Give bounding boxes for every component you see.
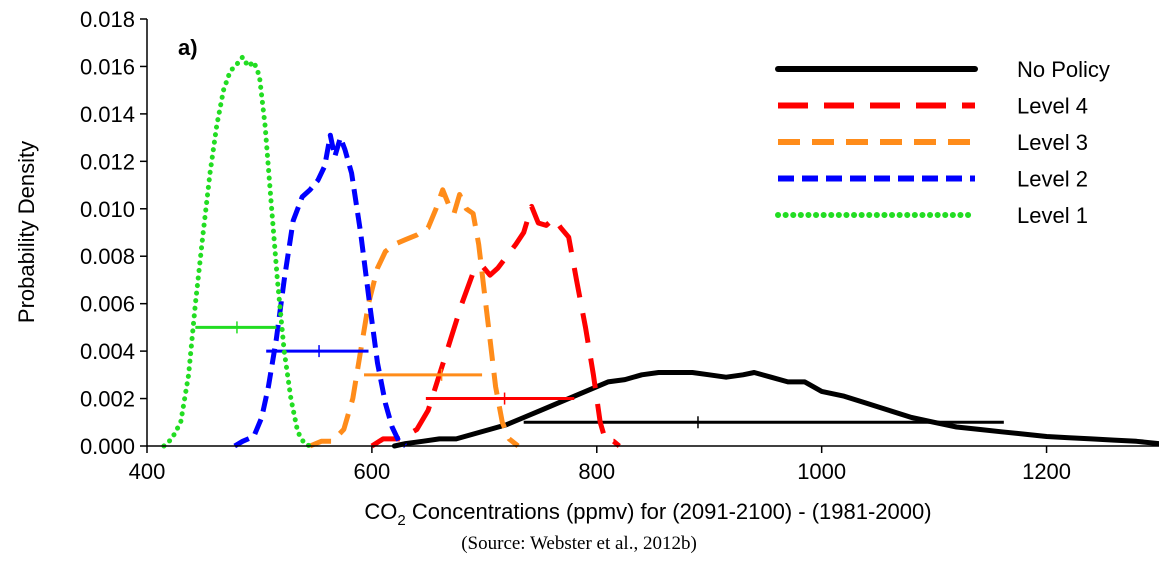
- series-line-level-2: [233, 132, 408, 449]
- series-line-level-4: [370, 203, 621, 449]
- y-tick-label: 0.006: [80, 292, 135, 317]
- series-line-level-1: [161, 54, 313, 449]
- panel-label: a): [178, 35, 198, 60]
- x-tick-label: 1000: [797, 459, 846, 484]
- axes: [146, 19, 1159, 447]
- x-axis-ticks: 400 600 800 1000 1200: [129, 446, 1071, 484]
- legend-label-level-2: Level 2: [1017, 167, 1088, 192]
- y-tick-label: 0.018: [80, 7, 135, 32]
- y-tick-label: 0.016: [80, 54, 135, 79]
- y-tick-label: 0.012: [80, 149, 135, 174]
- plot-area: [161, 54, 1159, 449]
- x-tick-label: 800: [578, 459, 615, 484]
- y-tick-label: 0.000: [80, 434, 135, 459]
- y-axis-ticks: 0.000 0.002 0.004 0.006 0.008 0.010 0.012 0.014…: [80, 7, 147, 459]
- x-axis-title: CO2 Concentrations (ppmv) for (2091-2100…: [364, 499, 931, 529]
- legend: No Policy Level 4 Level 3 Level 2 Level 1: [775, 57, 1110, 228]
- legend-label-level-1: Level 1: [1017, 203, 1088, 228]
- x-tick-label: 400: [129, 459, 166, 484]
- series-line-no-policy: [391, 370, 1159, 449]
- x-tick-label: 600: [354, 459, 391, 484]
- legend-label-level-3: Level 3: [1017, 130, 1088, 155]
- y-axis-title: Probability Density: [14, 141, 39, 323]
- x-axis-title-suffix: Concentrations (ppmv) for (2091-2100) - …: [406, 499, 932, 524]
- legend-label-level-4: Level 4: [1017, 94, 1088, 119]
- x-axis-title-prefix: CO: [364, 499, 397, 524]
- y-tick-label: 0.004: [80, 339, 135, 364]
- y-tick-label: 0.010: [80, 197, 135, 222]
- x-tick-label: 1200: [1022, 459, 1071, 484]
- series-line-level-3: [309, 187, 520, 449]
- y-tick-label: 0.008: [80, 244, 135, 269]
- y-tick-label: 0.002: [80, 387, 135, 412]
- y-tick-label: 0.014: [80, 102, 135, 127]
- x-axis-title-subscript: 2: [397, 512, 405, 529]
- legend-label-no-policy: No Policy: [1017, 57, 1110, 82]
- source-note: (Source: Webster et al., 2012b): [461, 533, 697, 554]
